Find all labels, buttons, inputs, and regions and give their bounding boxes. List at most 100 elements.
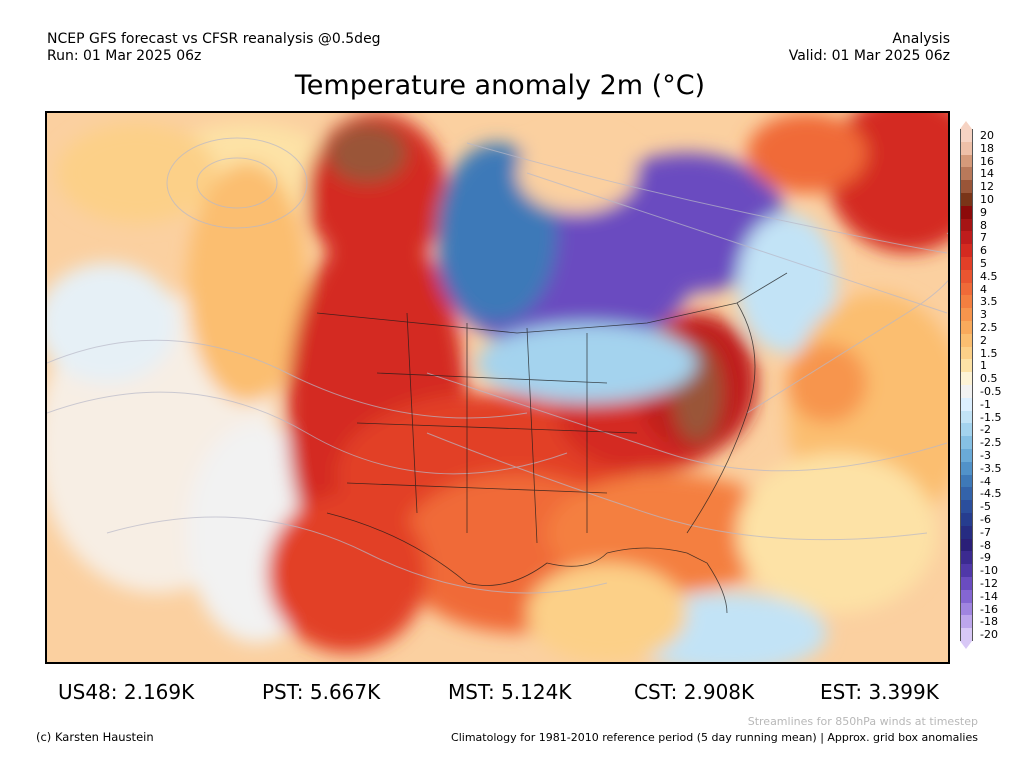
colorbar-swatch <box>960 154 973 168</box>
regional-stat: MST: 5.124K <box>448 680 572 704</box>
colorbar-label: 1.5 <box>980 346 998 360</box>
colorbar-label: -6 <box>980 513 991 526</box>
run-time: Run: 01 Mar 2025 06z <box>47 48 202 64</box>
colorbar-label: 2.5 <box>980 321 998 334</box>
political-borders <box>316 272 788 614</box>
map-title: Temperature anomaly 2m (°C) <box>294 70 706 101</box>
colorbar-swatch <box>960 321 973 335</box>
colorbar-swatch <box>960 193 973 207</box>
colorbar-label: -1 <box>980 397 991 411</box>
colorbar-swatch <box>960 269 973 284</box>
colorbar-swatch <box>960 423 973 437</box>
colorbar-label: -3 <box>980 449 991 462</box>
streamlines-note: Streamlines for 850hPa winds at timestep <box>747 715 978 728</box>
colorbar-label: -3.5 <box>980 461 1002 475</box>
copyright-credit: (c) Karsten Haustein <box>36 730 154 744</box>
colorbar-swatch <box>960 244 973 258</box>
colorbar-label: -5 <box>980 500 991 514</box>
colorbar-swatch <box>960 295 973 309</box>
colorbar-label: -14 <box>980 589 998 603</box>
colorbar-swatch <box>960 551 973 565</box>
streamlines <box>47 137 948 594</box>
colorbar-label: 1 <box>980 359 987 373</box>
colorbar-label: -20 <box>980 628 998 642</box>
colorbar-label: -7 <box>980 525 991 539</box>
header-right: Analysis Valid: 01 Mar 2025 06z <box>789 31 950 65</box>
colorbar-label: -2.5 <box>980 436 1002 450</box>
regional-stat: CST: 2.908K <box>634 680 755 704</box>
colorbar-swatch <box>960 180 973 194</box>
regional-stat: EST: 3.399K <box>820 680 939 704</box>
colorbar-label: -0.5 <box>980 385 1002 398</box>
colorbar-label: -8 <box>980 538 991 552</box>
header-left: NCEP GFS forecast vs CFSR reanalysis @0.… <box>47 31 381 65</box>
colorbar-swatch <box>960 231 973 245</box>
colorbar-label: 9 <box>980 205 987 219</box>
colorbar-label: -4.5 <box>980 487 1002 501</box>
regional-stat: US48: 2.169K <box>58 680 195 704</box>
colorbar-swatch <box>960 282 973 296</box>
model-description: NCEP GFS forecast vs CFSR reanalysis @0.… <box>47 31 381 47</box>
valid-time: Valid: 01 Mar 2025 06z <box>788 48 950 64</box>
colorbar-swatch <box>960 538 973 552</box>
colorbar-label: 3 <box>980 308 987 322</box>
regional-stat: PST: 5.667K <box>262 680 381 704</box>
colorbar-label: -18 <box>980 615 998 629</box>
colorbar-label: 3.5 <box>980 295 998 309</box>
colorbar-swatch <box>960 218 973 232</box>
colorbar-swatch <box>960 436 973 450</box>
colorbar-label: -9 <box>980 551 991 565</box>
colorbar-swatch <box>960 500 973 514</box>
colorbar-label: 4 <box>980 282 987 296</box>
colorbar-swatch <box>960 487 973 501</box>
colorbar-label: 2 <box>980 333 987 347</box>
colorbar-label: 14 <box>980 167 994 181</box>
colorbar-label: 20 <box>980 129 994 142</box>
colorbar-max-arrow <box>960 121 972 129</box>
colorbar: 20 18 16 14 12 10 9 8 7 6 5 4.5 4 3.5 3 2.5 2 1.5 1 0.5 -0.5… <box>958 121 1018 650</box>
colorbar-label: 12 <box>980 180 994 194</box>
colorbar-label: -12 <box>980 577 998 590</box>
colorbar-swatch <box>960 628 973 642</box>
colorbar-swatch <box>960 615 973 629</box>
colorbar-min-arrow <box>960 641 972 649</box>
colorbar-swatch <box>960 461 973 476</box>
colorbar-label: 0.5 <box>980 372 998 386</box>
colorbar-swatch <box>960 359 973 373</box>
colorbar-swatch <box>960 385 973 399</box>
anomaly-map <box>45 111 950 664</box>
colorbar-swatch <box>960 410 973 424</box>
anomaly-map-graphic <box>47 113 948 662</box>
colorbar-swatch <box>960 333 973 348</box>
colorbar-label: -2 <box>980 423 991 437</box>
colorbar-label: -16 <box>980 602 998 616</box>
colorbar-label: 8 <box>980 218 987 232</box>
colorbar-label: -1.5 <box>980 410 1002 424</box>
colorbar-swatch <box>960 577 973 591</box>
colorbar-label: 5 <box>980 257 987 270</box>
colorbar-label: 10 <box>980 193 994 206</box>
colorbar-label: 6 <box>980 244 987 258</box>
colorbar-swatch <box>960 205 973 220</box>
colorbar-swatch <box>960 372 973 386</box>
colorbar-swatch <box>960 167 973 181</box>
colorbar-swatch <box>960 564 973 578</box>
colorbar-swatch <box>960 346 973 360</box>
colorbar-swatch <box>960 589 973 604</box>
colorbar-swatch <box>960 397 973 412</box>
colorbar-label: 16 <box>980 154 994 168</box>
colorbar-label: -10 <box>980 564 998 578</box>
colorbar-label: 7 <box>980 231 987 245</box>
colorbar-label: 4.5 <box>980 269 998 283</box>
product-type: Analysis <box>892 31 950 47</box>
colorbar-swatch <box>960 129 973 143</box>
colorbar-swatch <box>960 141 973 156</box>
climatology-note: Climatology for 1981-2010 reference peri… <box>451 731 978 744</box>
colorbar-swatch <box>960 513 973 527</box>
colorbar-swatch <box>960 308 973 322</box>
colorbar-label: -4 <box>980 474 991 488</box>
colorbar-swatch <box>960 449 973 463</box>
colorbar-swatch <box>960 602 973 616</box>
colorbar-swatch <box>960 474 973 488</box>
colorbar-swatch <box>960 257 973 271</box>
